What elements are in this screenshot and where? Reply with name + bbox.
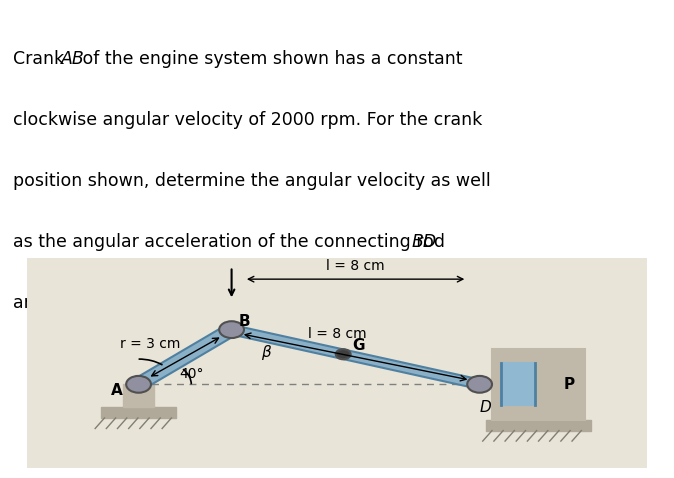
- Polygon shape: [133, 325, 237, 389]
- Text: of the engine system shown has a constant: of the engine system shown has a constan…: [77, 50, 462, 68]
- Circle shape: [336, 349, 350, 359]
- Text: .: .: [419, 294, 425, 312]
- Circle shape: [467, 376, 492, 393]
- Text: A: A: [111, 383, 123, 398]
- Text: B: B: [238, 314, 250, 329]
- Text: l = 8 cm: l = 8 cm: [326, 259, 385, 273]
- Bar: [492, 348, 585, 420]
- Text: BD: BD: [411, 233, 436, 251]
- Text: G: G: [353, 338, 365, 353]
- Text: D: D: [480, 400, 492, 415]
- Bar: [101, 407, 176, 418]
- Text: Crank: Crank: [13, 50, 70, 68]
- Text: P: P: [564, 377, 575, 392]
- Text: as the angular acceleration of the connecting rod: as the angular acceleration of the conne…: [13, 233, 451, 251]
- Circle shape: [219, 321, 244, 338]
- Text: r = 3 cm: r = 3 cm: [120, 337, 181, 351]
- Bar: [501, 363, 535, 405]
- Text: l = 8 cm: l = 8 cm: [308, 327, 366, 341]
- Text: 40°: 40°: [179, 367, 204, 381]
- Bar: [486, 420, 591, 431]
- Text: β: β: [261, 345, 270, 360]
- Text: AB: AB: [61, 50, 85, 68]
- Text: D: D: [411, 294, 425, 312]
- Text: position shown, determine the angular velocity as well: position shown, determine the angular ve…: [13, 172, 491, 190]
- Bar: [123, 384, 154, 407]
- Text: and the linear velocity and acceleration of point: and the linear velocity and acceleration…: [13, 294, 439, 312]
- Text: clockwise angular velocity of 2000 rpm. For the crank: clockwise angular velocity of 2000 rpm. …: [13, 111, 483, 129]
- Polygon shape: [229, 325, 482, 389]
- Circle shape: [126, 376, 151, 393]
